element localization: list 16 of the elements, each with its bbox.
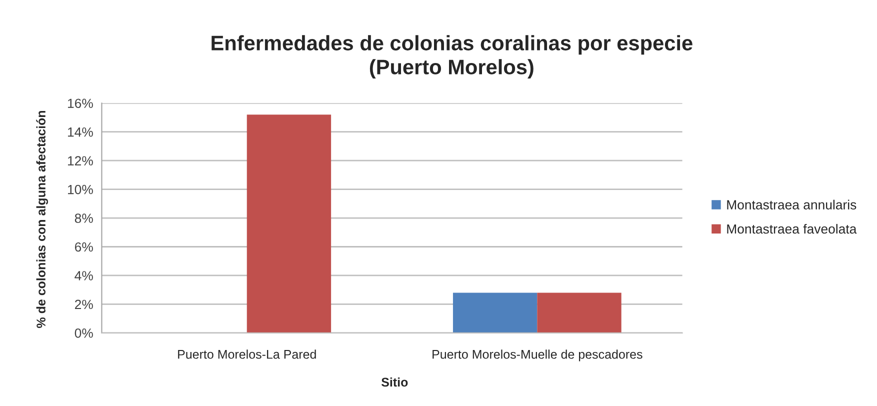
y-tick-label: 2% [74,300,93,310]
y-tick-label: 12% [68,156,93,166]
y-tick-label: 8% [74,214,93,223]
y-tick-label: 4% [74,271,93,280]
y-tick-label: 10% [68,184,93,194]
x-tick-label: Puerto Morelos-Muelle de pescadores [432,350,642,362]
legend-label: Montastraea faveolata [727,224,857,234]
y-tick-label: 0% [74,328,93,338]
x-tick-label: Puerto Morelos-La Pared [178,350,316,359]
y-tick-label: 6% [75,242,93,252]
legend-label: Montastraea annularis [727,200,856,210]
y-tick-label: 14% [68,127,93,137]
y-axis-title: % de colonias con alguna afectación [36,110,48,328]
x-axis-title: Sitio [381,377,408,387]
y-tick-label: 16% [68,98,93,108]
chart-title: Enfermedades de colonias coralinas por especie (Puerto Morelos) [212,35,692,79]
